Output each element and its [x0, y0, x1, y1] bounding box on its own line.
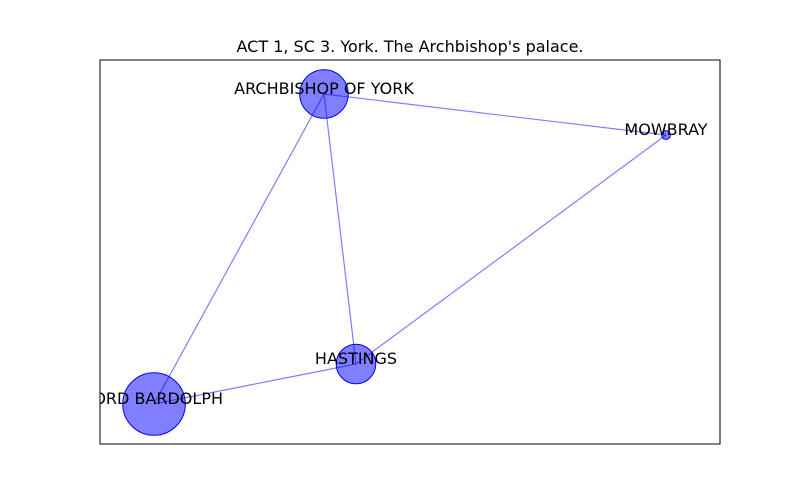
axes-frame [99, 59, 721, 445]
node-mowbray [661, 130, 671, 140]
labels-layer: ARCHBISHOP OF YORK MOWBRAY HASTINGS LORD BA… [85, 79, 708, 408]
edge-archbishop-bardolph [153, 93, 325, 405]
plot-area: ARCHBISHOP OF YORK MOWBRAY HASTINGS LORD BA… [85, 69, 708, 436]
edge-archbishop-mowbray [323, 93, 667, 136]
chart-title: ACT 1, SC 3. York. The Archbishop's pala… [237, 37, 584, 56]
node-archbishop [299, 69, 349, 119]
edge-mowbray-hastings [355, 134, 667, 365]
edge-hastings-bardolph [153, 363, 357, 405]
edge-archbishop-hastings [323, 93, 357, 365]
node-label-mowbray: MOWBRAY [624, 120, 707, 139]
node-label-archbishop: ARCHBISHOP OF YORK [234, 79, 414, 98]
node-label-bardolph: LORD BARDOLPH [85, 389, 223, 408]
nodes-layer [122, 69, 671, 436]
node-hastings [335, 343, 377, 385]
node-bardolph [122, 372, 186, 436]
edges-layer [153, 93, 667, 405]
node-label-hastings: HASTINGS [315, 349, 397, 368]
